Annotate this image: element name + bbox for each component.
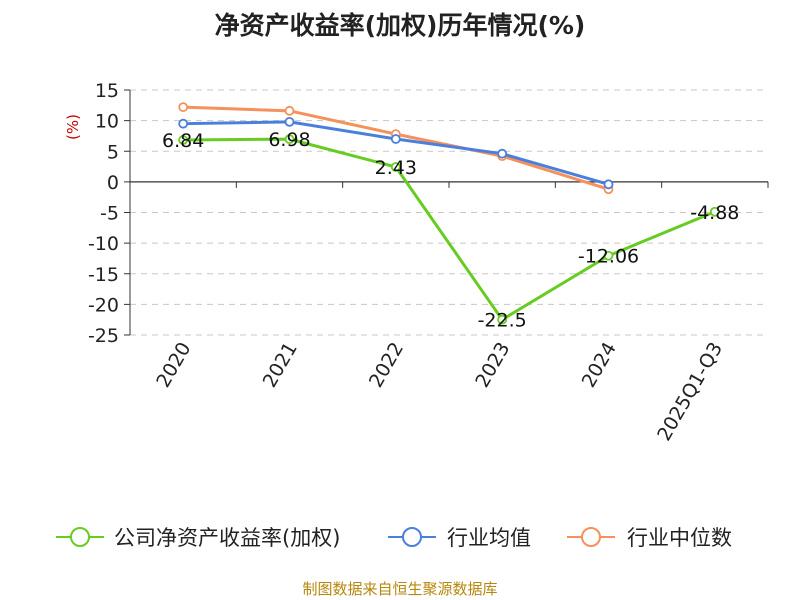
legend-label: 公司净资产收益率(加权)	[114, 526, 340, 550]
legend-label: 行业均值	[447, 526, 531, 550]
chart-title: 净资产收益率(加权)历年情况(%)	[214, 11, 586, 40]
data-labels: 6.84 6.98 2.43 -22.5 -12.06 -4.88	[162, 129, 739, 332]
x-tick-label: 2022	[365, 339, 408, 392]
legend-marker	[70, 527, 90, 547]
y-tick-label: -15	[88, 264, 119, 286]
x-tick-label: 2024	[578, 339, 621, 392]
legend-item: 行业中位数	[567, 526, 732, 550]
data-label: -4.88	[690, 202, 739, 224]
series-line-0	[183, 137, 716, 322]
legend: 公司净资产收益率(加权) 行业均值 行业中位数	[56, 526, 732, 550]
data-point	[178, 102, 189, 113]
x-tick-label: 2023	[471, 338, 514, 391]
y-tick-label: 5	[107, 141, 119, 163]
legend-label: 行业中位数	[627, 526, 732, 550]
x-tick-label: 2020	[152, 339, 195, 392]
y-tick-label: 15	[95, 80, 119, 102]
data-label: 2.43	[375, 157, 417, 179]
y-tick-label: -10	[88, 233, 119, 255]
data-point	[284, 105, 295, 116]
data-point	[497, 148, 508, 159]
data-label: -12.06	[578, 246, 639, 268]
legend-marker	[402, 527, 422, 547]
data-point	[603, 179, 614, 190]
data-point	[390, 134, 401, 144]
data-point	[284, 116, 295, 127]
y-axis-unit: (%)	[64, 114, 82, 140]
source-note: 制图数据来自恒生聚源数据库	[302, 580, 498, 598]
data-point	[709, 206, 720, 217]
legend-marker	[581, 527, 601, 547]
y-tick-label: -5	[100, 203, 119, 225]
data-point	[390, 162, 401, 172]
x-tick-label: 2025Q1-Q3	[653, 339, 727, 445]
data-point	[178, 118, 189, 129]
data-point	[284, 134, 295, 145]
x-tick-label: 2021	[259, 339, 302, 392]
data-point	[603, 250, 614, 261]
grid-lines	[130, 89, 768, 336]
y-tick-label: -20	[88, 294, 119, 316]
y-tick-label: 10	[95, 111, 119, 133]
data-label: -22.5	[478, 310, 527, 332]
legend-item: 行业均值	[388, 526, 531, 550]
y-tick-label: 0	[107, 172, 119, 194]
data-label: 6.98	[268, 129, 310, 151]
legend-item: 公司净资产收益率(加权)	[56, 526, 340, 550]
data-point	[497, 314, 508, 325]
data-point	[178, 135, 189, 145]
series	[178, 102, 720, 325]
y-tick-label: -25	[88, 325, 119, 347]
data-label: 6.84	[162, 130, 204, 152]
